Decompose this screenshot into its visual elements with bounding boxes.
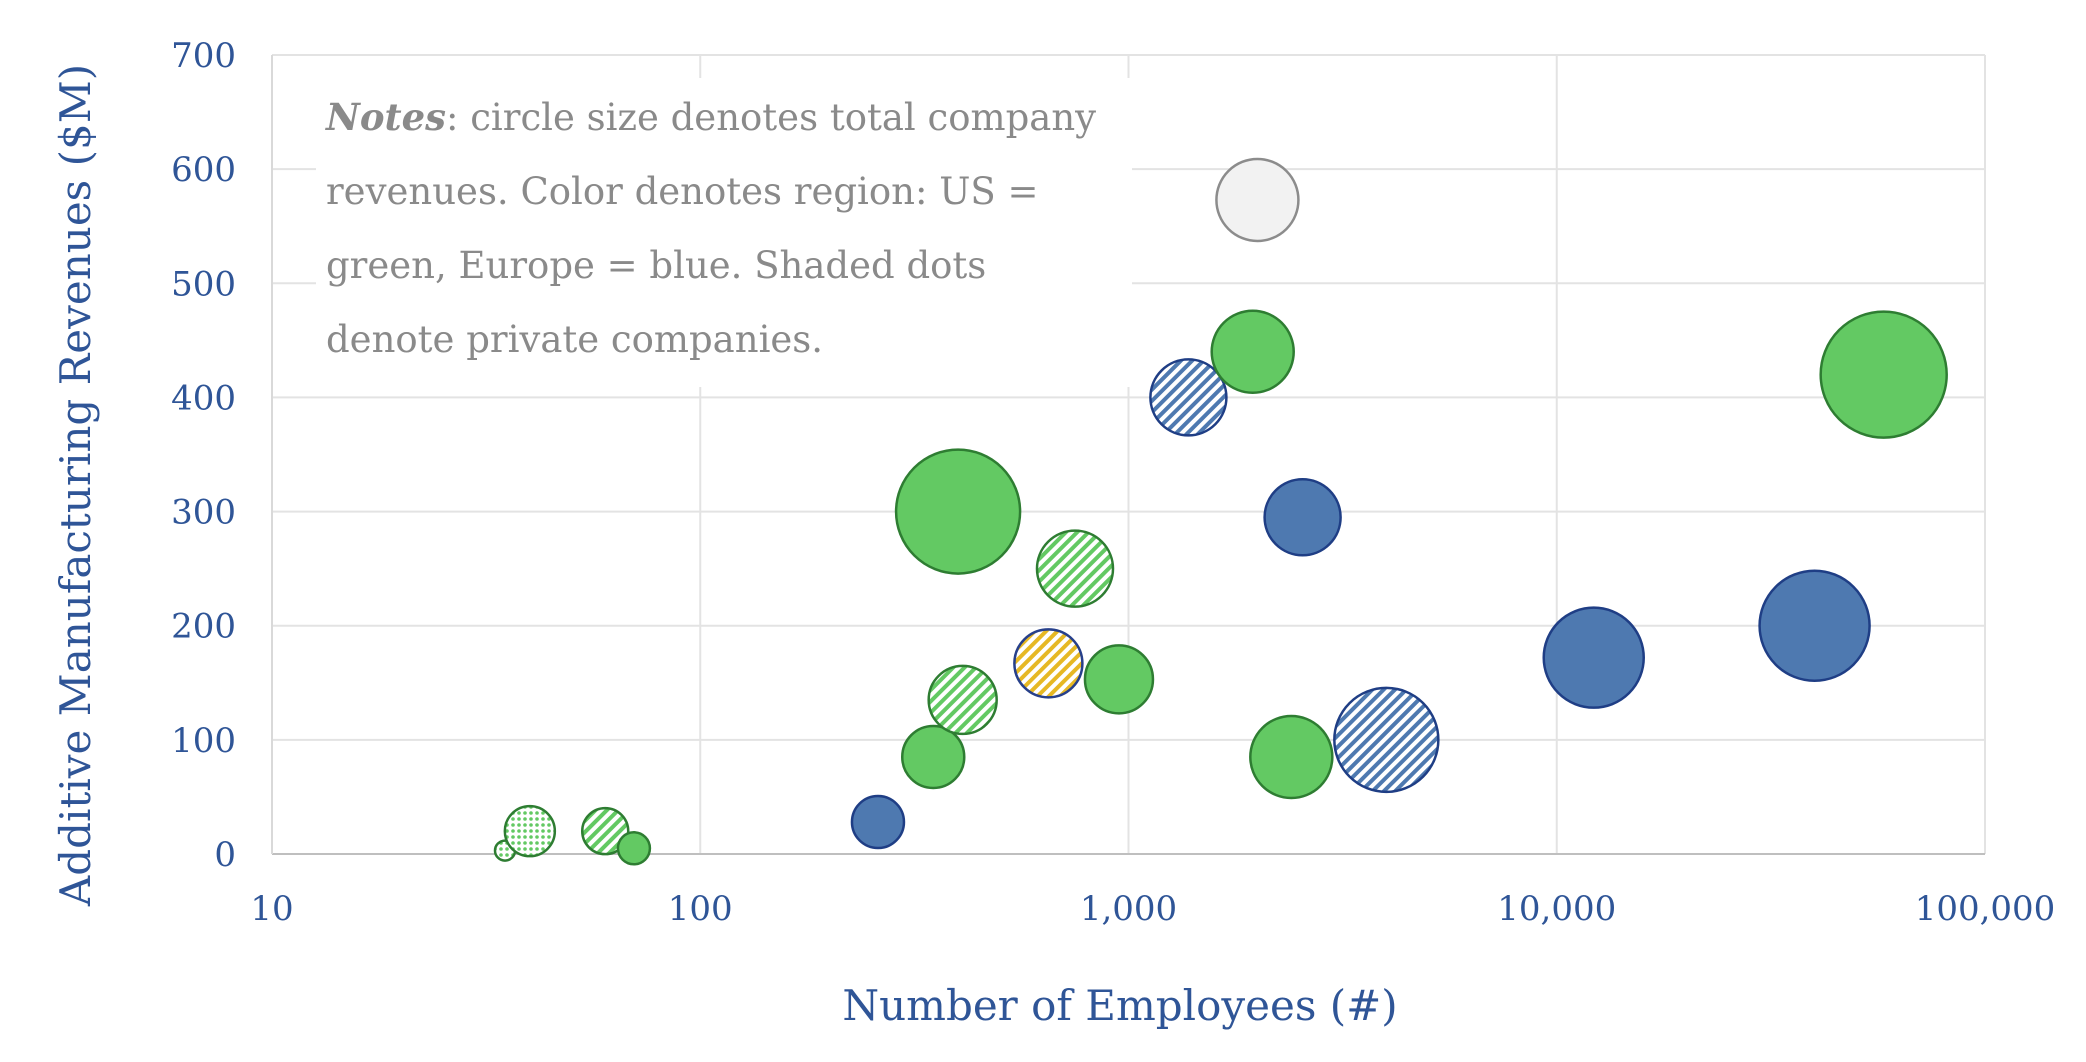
data-points xyxy=(493,157,1948,866)
x-tick-label: 10,000 xyxy=(1497,889,1616,929)
data-point xyxy=(1083,644,1155,715)
data-point xyxy=(616,831,652,866)
x-tick-label: 1,000 xyxy=(1080,889,1177,929)
x-axis-title: Number of Employees (#) xyxy=(842,981,1397,1030)
data-point xyxy=(1758,569,1871,682)
notes-text: : circle size denotes total company reve… xyxy=(326,96,1097,361)
tick-labels: 0 100 200 300 400 500 600 700 10 100 1,000 10,000 10… xyxy=(171,36,2055,929)
data-point xyxy=(1013,628,1084,699)
x-tick-label: 10 xyxy=(250,889,293,929)
data-point xyxy=(1249,714,1334,800)
data-point xyxy=(927,664,998,736)
data-point xyxy=(503,804,557,858)
data-point xyxy=(1149,358,1228,437)
data-point xyxy=(894,448,1022,575)
y-tick-label: 100 xyxy=(171,721,236,761)
y-tick-label: 300 xyxy=(171,493,236,533)
data-point xyxy=(1263,478,1342,557)
data-point xyxy=(1819,310,1948,439)
axes xyxy=(271,55,1985,855)
y-tick-label: 0 xyxy=(214,835,236,875)
y-axis-title: Additive Manufacturing Revenues ($M) xyxy=(51,64,100,907)
data-point xyxy=(1542,606,1645,709)
y-tick-label: 200 xyxy=(171,607,236,647)
x-tick-label: 100 xyxy=(668,889,733,929)
y-tick-label: 700 xyxy=(171,36,236,76)
y-tick-label: 400 xyxy=(171,378,236,418)
data-point xyxy=(1210,309,1295,395)
data-point xyxy=(1035,529,1115,608)
data-point xyxy=(900,724,966,790)
x-tick-label: 100,000 xyxy=(1915,889,2056,929)
notes-annotation: Notes: circle size denotes total company… xyxy=(316,78,1132,387)
data-point xyxy=(580,806,630,856)
notes-lead: Notes xyxy=(326,95,446,139)
data-point xyxy=(1333,686,1440,794)
y-tick-label: 600 xyxy=(171,150,236,190)
y-tick-label: 500 xyxy=(171,264,236,304)
data-point xyxy=(1215,157,1300,243)
data-point xyxy=(850,794,906,850)
